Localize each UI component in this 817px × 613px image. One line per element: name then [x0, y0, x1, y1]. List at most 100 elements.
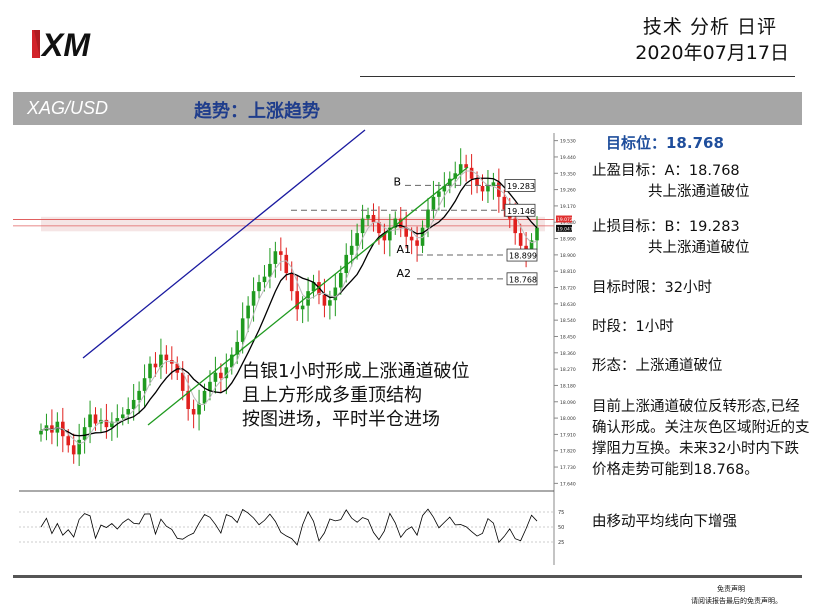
- candle-body: [175, 363, 180, 373]
- target-level: 目标位：18.768: [606, 134, 724, 152]
- candle-body: [82, 427, 87, 440]
- disclaimer-title: 免责声明: [717, 585, 745, 593]
- candle-body: [404, 227, 408, 237]
- ma-fast-line: [40, 170, 538, 445]
- rsi-indicator: 75 50 25: [19, 508, 564, 546]
- candle-body: [300, 305, 305, 310]
- level-value: 18.899: [509, 252, 537, 261]
- candle-body: [518, 233, 523, 246]
- level-value: 19.146: [507, 207, 535, 216]
- annotation-line-2: 且上方形成多重顶结构: [242, 385, 422, 406]
- level-name: B: [393, 175, 401, 188]
- y-tick-label: 18.090: [560, 400, 576, 406]
- rsi-tick-label: 50: [558, 525, 564, 531]
- candle-body: [480, 185, 485, 192]
- y-tick-label: 18.810: [560, 269, 576, 275]
- candle-body: [420, 227, 425, 246]
- candle-body: [486, 185, 490, 192]
- candle-body: [284, 254, 289, 274]
- candle-body: [131, 399, 136, 410]
- y-tick-label: 17.640: [560, 481, 576, 487]
- candle-body: [289, 273, 294, 292]
- y-tick-label: 18.450: [560, 334, 576, 340]
- level-value: 18.768: [509, 275, 537, 284]
- candle-body: [148, 363, 152, 379]
- candle-body: [202, 390, 207, 404]
- candle-body: [251, 291, 256, 306]
- info-panel: 目标位：18.768 止盈目标：A：18.768 共上涨通道破位 止损目标：B：…: [592, 125, 812, 530]
- trend-channel: [82, 129, 469, 426]
- y-tick-label: 18.000: [560, 416, 576, 422]
- level-box: [504, 179, 536, 192]
- candle-body: [71, 445, 76, 455]
- candle-body: [262, 276, 267, 283]
- candle-body: [104, 419, 109, 428]
- y-tick-label: 18.720: [560, 286, 576, 292]
- candle-body: [458, 164, 463, 174]
- moving-averages: [40, 170, 538, 445]
- candle-body: [431, 196, 436, 210]
- take-profit-label: 止盈目标：A：18.768: [592, 163, 740, 179]
- candle-body: [235, 341, 240, 355]
- red-line-tag: [556, 215, 572, 223]
- candle-body: [39, 430, 43, 435]
- candle-body: [295, 291, 299, 310]
- candle-body: [120, 414, 125, 419]
- timeframe: 时段：1小时: [592, 319, 674, 335]
- annotation-line-1: 白银1小时形成上涨通道破位: [242, 361, 470, 382]
- candle-body: [279, 251, 283, 255]
- y-tick-label: 19.350: [560, 171, 576, 177]
- candle-body: [355, 233, 359, 246]
- candle-body: [398, 218, 403, 228]
- stop-loss-note: 共上涨通道破位: [648, 240, 750, 256]
- candle-body: [437, 191, 441, 197]
- y-axis-ticks: 19.530 19.440 19.350 19.260 19.170 19.080 18.9…: [554, 139, 576, 487]
- candle-body: [159, 354, 163, 368]
- candle-body: [186, 390, 190, 410]
- ma-slow-line: [40, 177, 538, 437]
- candle-body: [268, 263, 272, 277]
- channel-upper-line: [82, 129, 366, 359]
- y-tick-label: 18.180: [560, 383, 576, 389]
- footer-divider: [13, 575, 802, 578]
- report-date: 2020年07月17日: [635, 42, 789, 64]
- candle-body: [273, 251, 278, 264]
- y-tick-label: 19.440: [560, 155, 576, 161]
- candle-body: [153, 363, 158, 368]
- price-tags: 19.072 19.047: [556, 215, 573, 232]
- candle-body: [180, 372, 185, 391]
- level-value: 19.283: [507, 182, 535, 191]
- grey-zone: [13, 216, 554, 232]
- y-tick-label: 18.990: [560, 237, 576, 243]
- report-title: 技术 分析 日评: [642, 16, 777, 38]
- grey-zone-rect: [41, 216, 545, 232]
- target-levels: 19.283 B 19.146 18.899 A1 18.768 A2: [291, 175, 538, 286]
- pattern: 形态：上涨通道破位: [592, 358, 723, 374]
- candle-body: [338, 273, 343, 288]
- level-box: [506, 248, 538, 262]
- candle-body: [409, 236, 414, 241]
- candle-body: [213, 372, 218, 382]
- candle-body: [328, 300, 332, 306]
- level-box: [506, 272, 538, 286]
- candle-body: [442, 185, 447, 192]
- annotation-line-3: 按图进场，平时半仓进场: [242, 409, 440, 430]
- ma-note: 由移动平均线向下增强: [592, 514, 737, 530]
- rsi-line: [40, 508, 538, 546]
- candle-body: [311, 282, 316, 292]
- candle-body: [191, 409, 196, 415]
- candle-body: [344, 254, 349, 274]
- candle-body: [469, 167, 474, 179]
- description: 目前上涨通道破位反转形态,已经确认形成。关注灰色区域附近的支撑阻力互换。未来32…: [592, 399, 810, 478]
- price-chart: 19.530 19.440 19.350 19.260 19.170 19.080 18.9…: [13, 125, 583, 570]
- chart-annotation: 白银1小时形成上涨通道破位 且上方形成多重顶结构 按图进场，平时半仓进场: [242, 360, 469, 432]
- level-name: A1: [396, 243, 411, 256]
- candle-body: [491, 182, 496, 186]
- candle-body: [93, 414, 98, 424]
- candle-body: [475, 178, 479, 186]
- y-tick-label: 17.820: [560, 449, 576, 455]
- candle-body: [426, 209, 430, 228]
- symbol-label: XAG/USD: [27, 98, 109, 118]
- candle-body: [388, 227, 392, 241]
- stop-loss-label: 止损目标：B：19.283: [592, 219, 740, 235]
